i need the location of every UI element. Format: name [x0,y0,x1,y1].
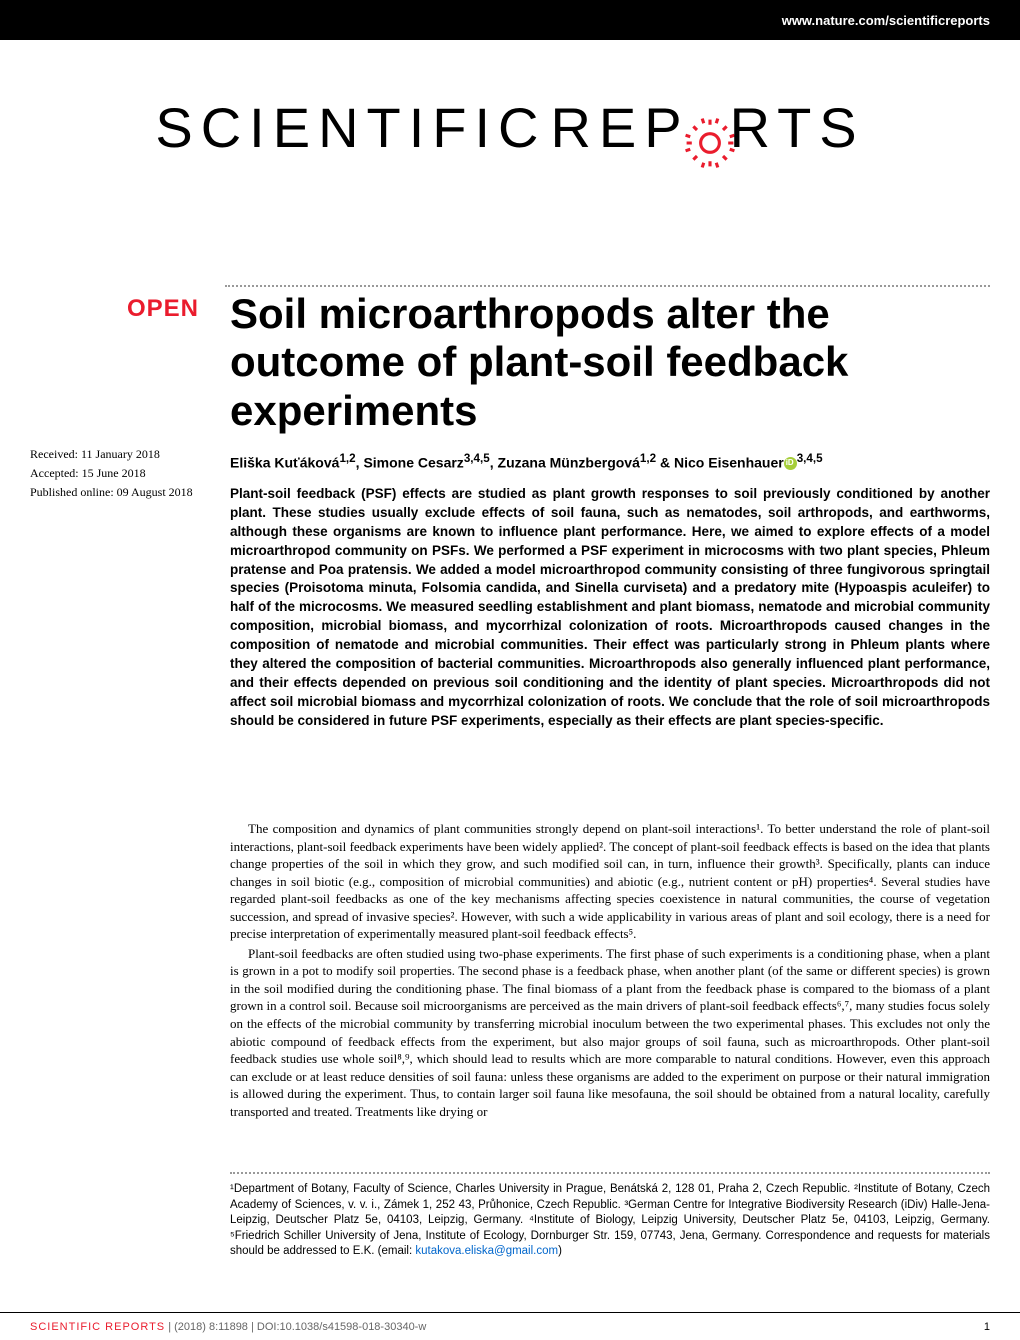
gear-icon [684,117,736,169]
author-2: Simone Cesarz [363,455,463,471]
page-footer: SCIENTIFIC REPORTS | (2018) 8:11898 | DO… [0,1312,1020,1340]
footer-citation: SCIENTIFIC REPORTS | (2018) 8:11898 | DO… [30,1321,426,1333]
body-text: The composition and dynamics of plant co… [230,820,990,1122]
received-date: Received: 11 January 2018 [30,445,220,464]
abstract: Plant-soil feedback (PSF) effects are st… [230,485,990,731]
publication-dates: Received: 11 January 2018 Accepted: 15 J… [30,445,220,503]
article-title: Soil microarthropods alter the outcome o… [230,290,990,435]
journal-logo: SCIENTIFIC REP RTS [0,95,1020,169]
correspondence-email[interactable]: kutakova.eliska@gmail.com [415,1245,558,1257]
logo-part1: SCIENTIFIC [155,96,546,159]
header-bar: www.nature.com/scientificreports [0,0,1020,40]
footer-journal: SCIENTIFIC REPORTS [30,1321,165,1333]
page-number: 1 [984,1321,990,1333]
author-3: Zuzana Münzbergová [498,455,640,471]
paragraph-2: Plant-soil feedbacks are often studied u… [230,945,990,1120]
logo-part3: RTS [730,96,865,159]
affiliations-text: ¹Department of Botany, Faculty of Scienc… [230,1183,990,1257]
accepted-date: Accepted: 15 June 2018 [30,464,220,483]
open-access-badge: OPEN [127,295,199,323]
published-date: Published online: 09 August 2018 [30,483,220,502]
orcid-icon[interactable] [784,457,797,470]
author-4: Nico Eisenhauer [674,455,784,471]
title-divider [225,285,990,287]
logo-part2: REP [550,96,689,159]
footer-citation-text: | (2018) 8:11898 | DOI:10.1038/s41598-01… [165,1321,426,1333]
affiliations: ¹Department of Botany, Faculty of Scienc… [230,1172,990,1260]
author-list: Eliška Kuťáková1,2, Simone Cesarz3,4,5, … [230,452,990,471]
header-url[interactable]: www.nature.com/scientificreports [782,13,990,28]
author-1: Eliška Kuťáková [230,455,339,471]
paragraph-1: The composition and dynamics of plant co… [230,820,990,943]
